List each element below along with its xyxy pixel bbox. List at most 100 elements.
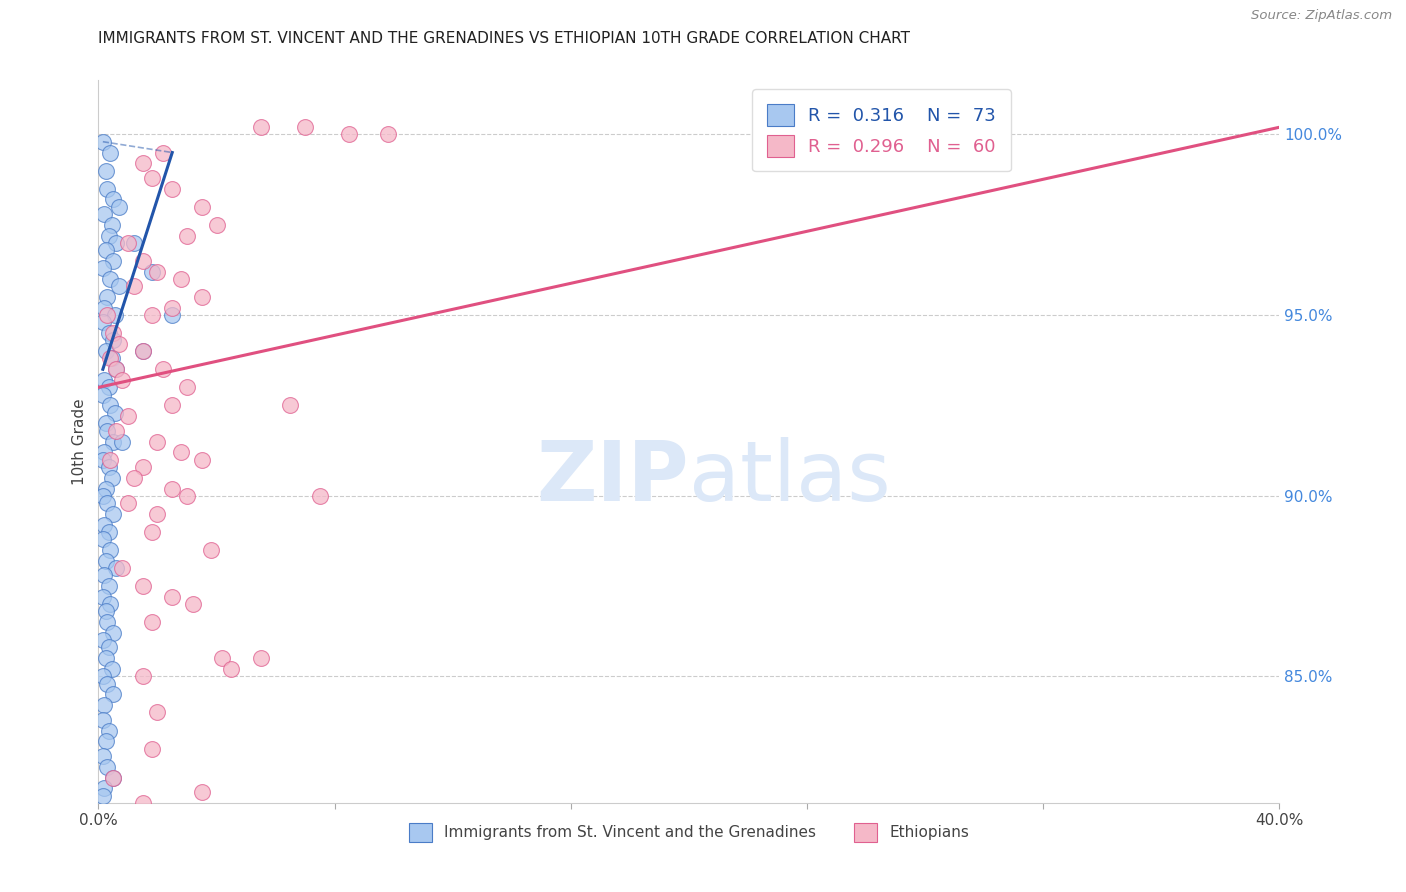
Point bbox=[221, 662, 243, 676]
Point bbox=[91, 669, 114, 683]
Text: IMMIGRANTS FROM ST. VINCENT AND THE GRENADINES VS ETHIOPIAN 10TH GRADE CORRELATI: IMMIGRANTS FROM ST. VINCENT AND THE GREN… bbox=[98, 31, 911, 46]
Point bbox=[146, 507, 169, 521]
Point bbox=[103, 507, 125, 521]
Point bbox=[98, 452, 121, 467]
Point bbox=[162, 182, 183, 196]
Point bbox=[96, 760, 118, 774]
Point bbox=[105, 235, 128, 250]
Point bbox=[141, 308, 163, 322]
Point bbox=[93, 698, 115, 713]
Point bbox=[117, 235, 139, 250]
Point bbox=[103, 626, 125, 640]
Point bbox=[97, 459, 120, 474]
Point bbox=[91, 748, 114, 763]
Point bbox=[97, 579, 120, 593]
Point bbox=[280, 399, 302, 413]
Point bbox=[103, 688, 125, 702]
Point bbox=[97, 380, 120, 394]
Point bbox=[93, 301, 115, 315]
Point bbox=[141, 741, 163, 756]
Point bbox=[103, 334, 125, 348]
Point bbox=[132, 459, 155, 474]
Point bbox=[98, 272, 121, 286]
Point bbox=[91, 590, 114, 604]
Point bbox=[117, 496, 139, 510]
Point bbox=[93, 207, 115, 221]
Point bbox=[103, 771, 125, 785]
Point bbox=[94, 482, 117, 496]
Point bbox=[94, 651, 117, 665]
Point bbox=[91, 633, 114, 648]
Point bbox=[309, 489, 332, 503]
Point bbox=[176, 228, 198, 243]
Point bbox=[191, 200, 214, 214]
Point bbox=[141, 265, 163, 279]
Point bbox=[111, 434, 134, 449]
Point bbox=[94, 604, 117, 618]
Point bbox=[100, 471, 122, 485]
Point bbox=[108, 337, 131, 351]
Point bbox=[91, 789, 114, 803]
Text: Source: ZipAtlas.com: Source: ZipAtlas.com bbox=[1251, 9, 1392, 22]
Point bbox=[97, 640, 120, 655]
Point bbox=[191, 785, 214, 799]
Point bbox=[132, 344, 155, 359]
Point bbox=[122, 235, 145, 250]
Point bbox=[132, 796, 155, 810]
Point bbox=[91, 261, 114, 276]
Point bbox=[146, 434, 169, 449]
Point bbox=[191, 452, 214, 467]
Point bbox=[96, 424, 118, 438]
Point bbox=[98, 399, 121, 413]
Point bbox=[97, 524, 120, 539]
Legend: Immigrants from St. Vincent and the Grenadines, Ethiopians: Immigrants from St. Vincent and the Gren… bbox=[401, 815, 977, 849]
Point bbox=[94, 243, 117, 257]
Point bbox=[146, 706, 169, 720]
Point bbox=[162, 308, 183, 322]
Point bbox=[108, 200, 131, 214]
Point bbox=[100, 218, 122, 232]
Point bbox=[97, 228, 120, 243]
Point bbox=[96, 182, 118, 196]
Point bbox=[104, 308, 127, 322]
Point bbox=[97, 723, 120, 738]
Point bbox=[176, 489, 198, 503]
Text: ZIP: ZIP bbox=[537, 437, 689, 518]
Point bbox=[152, 362, 174, 376]
Point bbox=[162, 399, 183, 413]
Point bbox=[96, 496, 118, 510]
Point bbox=[91, 135, 114, 149]
Point bbox=[94, 344, 117, 359]
Point bbox=[93, 568, 115, 582]
Point bbox=[94, 417, 117, 431]
Point bbox=[94, 734, 117, 748]
Point bbox=[152, 145, 174, 160]
Point bbox=[100, 351, 122, 366]
Point bbox=[105, 561, 128, 575]
Point bbox=[111, 373, 134, 387]
Point bbox=[93, 373, 115, 387]
Point bbox=[105, 362, 128, 376]
Point bbox=[162, 590, 183, 604]
Point bbox=[93, 781, 115, 796]
Point bbox=[96, 290, 118, 304]
Point bbox=[141, 170, 163, 185]
Point bbox=[98, 145, 121, 160]
Point bbox=[250, 120, 273, 135]
Point bbox=[91, 713, 114, 727]
Point bbox=[91, 387, 114, 401]
Point bbox=[93, 445, 115, 459]
Point bbox=[96, 615, 118, 630]
Point bbox=[200, 543, 222, 558]
Point bbox=[96, 676, 118, 690]
Point bbox=[132, 579, 155, 593]
Point bbox=[96, 308, 118, 322]
Point bbox=[294, 120, 316, 135]
Point bbox=[105, 424, 128, 438]
Point bbox=[205, 218, 228, 232]
Point bbox=[250, 651, 273, 665]
Point bbox=[162, 301, 183, 315]
Point bbox=[100, 662, 122, 676]
Point bbox=[117, 409, 139, 424]
Point bbox=[191, 290, 214, 304]
